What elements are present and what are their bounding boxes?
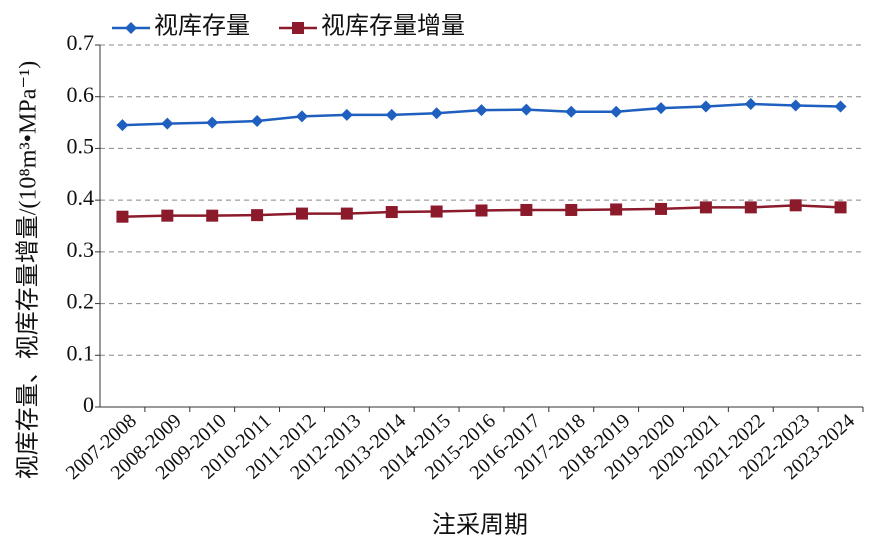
x-axis-title: 注采周期 <box>432 512 528 539</box>
marker <box>116 210 129 223</box>
y-tick-label: 0.6 <box>67 82 95 107</box>
y-tick-label: 0 <box>83 392 94 417</box>
marker <box>655 102 668 115</box>
y-tick-label: 0.4 <box>67 185 95 210</box>
marker <box>789 199 802 212</box>
y-tick-label: 0.2 <box>67 289 95 314</box>
y-axis-title: 视库存量、视库存量增量/(10⁸m³•MPa⁻¹) <box>15 61 42 480</box>
marker <box>520 103 533 116</box>
marker <box>699 100 712 113</box>
y-tick-label: 0.7 <box>67 30 95 55</box>
legend-label: 视库存量增量 <box>321 13 465 40</box>
marker <box>610 203 623 216</box>
marker <box>610 105 623 118</box>
marker <box>789 99 802 112</box>
marker <box>125 22 137 34</box>
marker <box>475 104 488 117</box>
marker <box>206 209 219 222</box>
marker <box>161 117 174 130</box>
marker <box>655 202 668 215</box>
marker <box>251 209 264 222</box>
y-tick-label: 0.3 <box>67 237 95 262</box>
marker <box>744 201 757 214</box>
marker <box>834 100 847 113</box>
y-tick-label: 0.5 <box>67 133 95 158</box>
marker <box>292 22 304 34</box>
marker <box>206 116 219 129</box>
marker <box>744 97 757 110</box>
marker <box>565 203 578 216</box>
marker <box>385 206 398 219</box>
marker <box>116 119 129 132</box>
marker <box>699 201 712 214</box>
marker <box>385 108 398 121</box>
marker <box>340 207 353 220</box>
legend-label: 视库存量 <box>154 13 250 40</box>
marker <box>430 107 443 120</box>
marker <box>520 203 533 216</box>
marker <box>161 209 174 222</box>
marker <box>295 110 308 123</box>
y-tick-label: 0.1 <box>67 340 95 365</box>
marker <box>430 205 443 218</box>
marker <box>251 115 264 128</box>
marker <box>295 207 308 220</box>
marker <box>834 201 847 214</box>
marker <box>565 105 578 118</box>
marker <box>475 204 488 217</box>
marker <box>340 108 353 121</box>
